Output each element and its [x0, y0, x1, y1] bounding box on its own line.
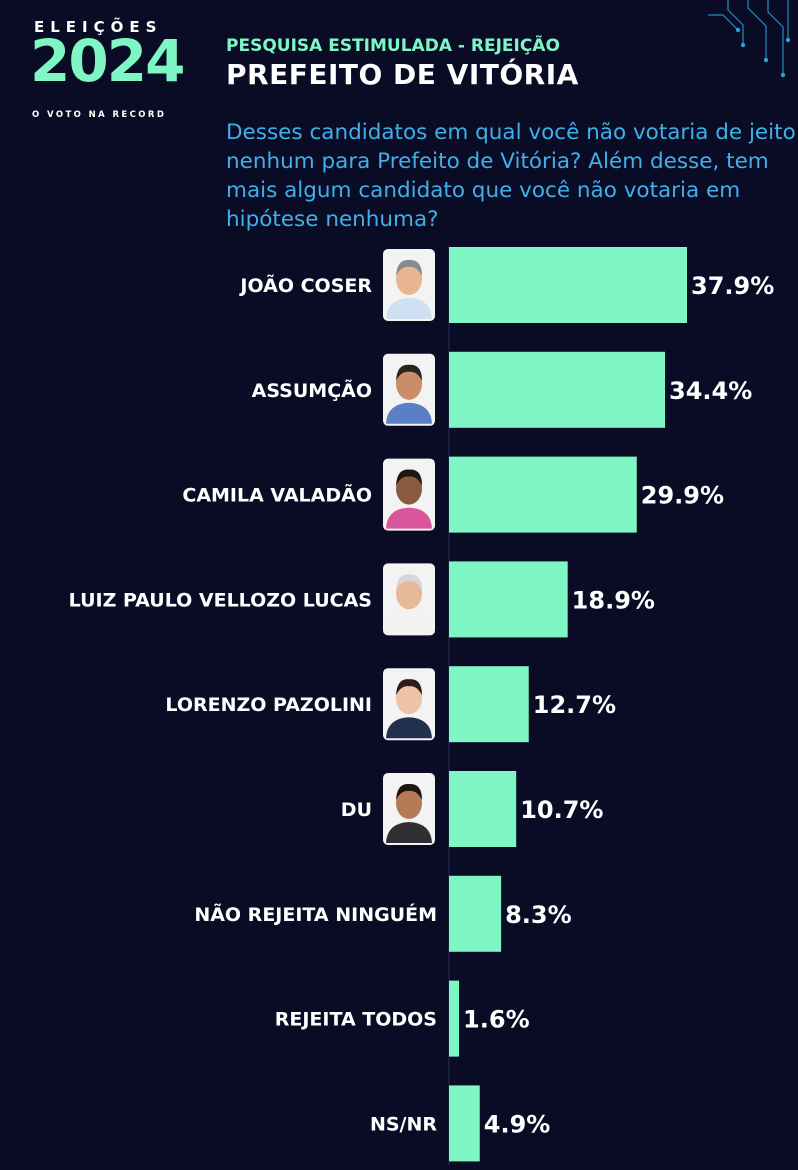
value-label-6: 8.3% — [505, 901, 572, 929]
bar-1 — [449, 351, 666, 428]
category-label-1: ASSUMÇÃO — [252, 378, 372, 402]
value-label-1: 34.4% — [669, 377, 752, 405]
category-label-5: DU — [341, 799, 372, 821]
category-label-0: JOÃO COSER — [238, 273, 372, 297]
candidate-photo-face-2 — [396, 472, 422, 505]
category-label-2: CAMILA VALADÃO — [182, 483, 372, 507]
candidate-photo-shirt-4 — [386, 717, 432, 739]
candidate-photo-shirt-3 — [386, 612, 432, 634]
value-label-4: 12.7% — [533, 691, 616, 719]
candidate-photo-face-5 — [396, 787, 422, 819]
value-label-0: 37.9% — [691, 272, 774, 300]
value-label-3: 18.9% — [572, 586, 655, 614]
candidate-photo-hair-5 — [396, 783, 422, 800]
circuit-decoration-icon — [708, 0, 791, 78]
candidate-photo-shirt-2 — [386, 507, 432, 529]
candidate-photo-4 — [383, 668, 435, 741]
logo-bottom-text: O VOTO NA RECORD — [32, 110, 167, 120]
candidate-photo-hair-0 — [396, 259, 422, 276]
bar-2 — [449, 456, 637, 533]
bar-4 — [449, 666, 529, 743]
candidate-photo-hair-1 — [396, 364, 422, 381]
category-label-3: LUIZ PAULO VELLOZO LUCAS — [69, 589, 372, 611]
category-label-7: REJEITA TODOS — [275, 1009, 437, 1031]
candidate-photo-3 — [383, 563, 435, 636]
category-label-4: LORENZO PAZOLINI — [165, 694, 372, 716]
candidate-photo-face-1 — [396, 367, 422, 400]
chart-label-layer: 37.9% JOÃO COSER 34.4% ASSUMÇÃO 29.9% CAMILA … — [69, 272, 775, 1138]
value-label-7: 1.6% — [463, 1006, 530, 1034]
bar-8 — [449, 1085, 480, 1162]
eleicoes-logo: ELEIÇÕES 2024 O VOTO NA RECORD — [30, 18, 205, 120]
bar-0 — [449, 247, 687, 323]
candidate-photo-2 — [383, 458, 435, 531]
bar-7 — [449, 980, 460, 1057]
candidate-photo-1 — [383, 353, 435, 426]
candidate-photo-face-0 — [396, 263, 422, 295]
candidate-photo-face-4 — [396, 682, 422, 715]
bar-5 — [449, 771, 517, 847]
candidate-photo-hair-4 — [396, 679, 422, 696]
value-label-8: 4.9% — [484, 1110, 551, 1138]
candidate-photo-shirt-1 — [386, 402, 432, 424]
candidate-photo-5 — [383, 773, 435, 845]
chart-subtitle: PESQUISA ESTIMULADA - REJEIÇÃO — [226, 36, 560, 56]
logo-year: 2024 — [30, 27, 185, 95]
bar-6 — [449, 875, 502, 952]
chart-bar-layer — [449, 247, 687, 1162]
candidate-photo-shirt-0 — [386, 298, 432, 319]
candidate-photo-hair-2 — [396, 469, 422, 486]
category-label-8: NS/NR — [370, 1113, 437, 1135]
bar-3 — [449, 561, 568, 638]
value-label-5: 10.7% — [520, 796, 603, 824]
candidate-photo-shirt-5 — [386, 822, 432, 843]
candidate-photo-hair-3 — [396, 574, 422, 591]
survey-question: Desses candidatos em qual você não votar… — [226, 120, 796, 232]
candidate-photo-0 — [383, 249, 435, 321]
category-label-6: NÃO REJEITA NINGUÉM — [194, 902, 437, 926]
logo-top-text: ELEIÇÕES — [34, 18, 163, 36]
chart-photo-layer — [383, 249, 435, 845]
chart-title: PREFEITO DE VITÓRIA — [226, 58, 579, 91]
value-label-2: 29.9% — [641, 482, 724, 510]
candidate-photo-face-3 — [396, 577, 422, 610]
